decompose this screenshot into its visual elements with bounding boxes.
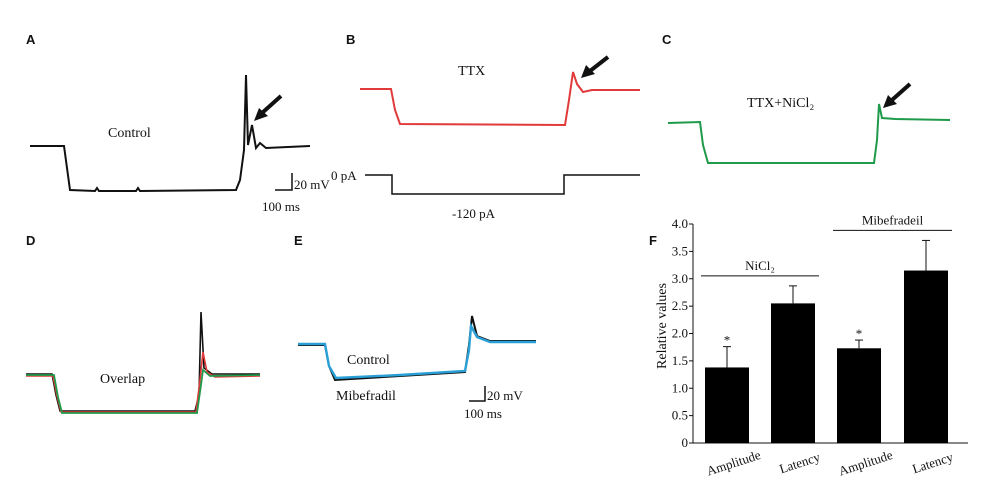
significance-marker: * [724,333,731,348]
scalebar-e [469,386,486,402]
y-tick-label: 2.0 [672,326,688,341]
bar [705,367,749,443]
bar [771,303,815,443]
trace-ttx-b [360,71,640,127]
trace-ttx-nicl2-c [667,103,951,164]
panel-c-label: TTX+NiCl₂ [747,96,814,111]
panel-d-label: Overlap [100,372,145,387]
panel-b-label: TTX [458,64,485,79]
panel-e-label-mibefradil: Mibefradil [336,389,396,404]
group-label: Mibefradeil [862,212,924,227]
y-tick-label: 3.5 [672,243,688,258]
panel-letter-e: E [294,233,303,248]
y-tick-label: 1.0 [672,380,688,395]
scalebar-e-voltage: 20 mV [487,388,523,403]
arrow-a [260,94,283,115]
trace-overlap-nicl2 [26,368,261,414]
panel-e-label-control: Control [347,353,390,368]
x-tick-label: Latency [777,449,822,476]
panel-letter-d: D [26,233,35,248]
panel-letter-b: B [346,32,355,47]
y-tick-label: 3.0 [672,271,688,286]
arrow-a-head [254,108,268,121]
y-tick-label: 0 [682,435,689,450]
y-tick-label: 2.5 [672,298,688,313]
arrow-c-head [883,95,897,108]
bar [837,348,881,443]
panel-letter-a: A [26,32,36,47]
trace-control-a [30,74,311,193]
significance-marker: * [856,326,863,341]
bar-chart: 0 0.5 1.0 1.5 2.0 2.5 3.0 3.5 4.0 * Amplitude Laten… [672,212,968,478]
chart-y-label: Relative values [655,283,670,369]
bar [904,270,948,443]
scalebar-a-voltage: 20 mV [294,177,330,192]
group-label: NiCl₂ [745,258,775,273]
y-tick-label: 4.0 [672,216,688,231]
y-tick-label: 0.5 [672,408,688,423]
x-tick-label: Amplitude [837,447,895,479]
x-tick-label: Amplitude [705,447,763,479]
trace-e-control [298,315,536,382]
x-tick-label: Latency [910,449,955,476]
panel-letter-f: F [649,233,657,248]
scalebar-a [275,173,293,191]
trace-overlap-control [26,311,260,412]
trace-overlap-ttx [26,351,261,413]
panel-a-label: Control [108,126,151,141]
arrow-b-head [581,65,595,78]
step-value-label: -120 pA [452,206,496,221]
panel-letter-c: C [662,32,672,47]
current-step-trace [365,174,640,195]
y-tick-label: 1.5 [672,353,688,368]
arrow-c [890,82,912,102]
scalebar-e-time: 100 ms [464,406,502,421]
scalebar-a-time: 100 ms [262,199,300,214]
step-zero-label: 0 pA [331,168,357,183]
arrow-b [588,55,610,73]
trace-e-mibefradil [298,321,536,380]
